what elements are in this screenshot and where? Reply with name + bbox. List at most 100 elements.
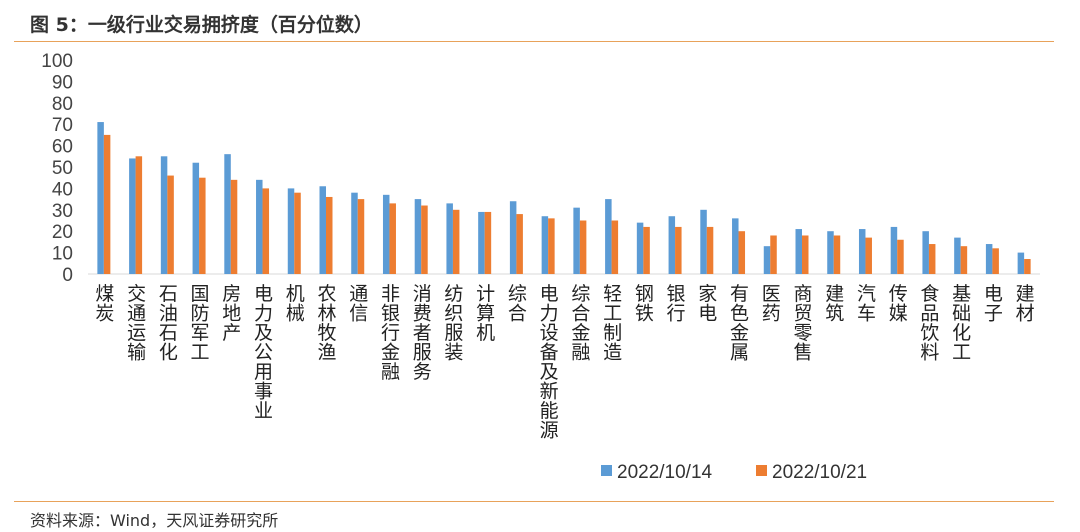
- bar-series-1: [732, 218, 739, 274]
- y-tick-label: 70: [52, 115, 73, 136]
- bar-series-1: [985, 244, 993, 274]
- x-axis-labels: 煤炭交通运输石油石化国防军工房地产电力及公用事业机械农林牧渔通信非银行金融消费者…: [95, 283, 1034, 442]
- bar-series-2: [389, 203, 396, 274]
- x-category-label: 电力设备及新能源: [540, 283, 559, 442]
- figure-title: 图 5：一级行业交易拥挤度（百分位数）: [30, 14, 373, 36]
- bar-series-2: [199, 177, 206, 274]
- y-tick-label: 90: [52, 72, 73, 93]
- bar-series-2: [579, 220, 587, 274]
- y-tick-label: 80: [52, 94, 73, 115]
- source-note: 资料来源：Wind，天风证券研究所: [30, 511, 279, 530]
- source-divider: [14, 501, 1054, 502]
- bar-series-1: [478, 211, 485, 274]
- x-category-label: 房地产: [222, 283, 241, 344]
- bar-series-2: [643, 226, 650, 274]
- y-tick-label: 50: [52, 158, 73, 179]
- bar-series-2: [960, 246, 968, 274]
- bar-series-2: [326, 196, 333, 274]
- bar-series-1: [858, 229, 866, 274]
- x-category-label: 汽车: [857, 283, 876, 325]
- legend-swatch-series-2: [756, 465, 767, 476]
- x-category-label: 消费者服务: [413, 283, 432, 383]
- bar-series-1: [224, 154, 231, 274]
- bar-series-2: [548, 218, 555, 274]
- y-tick-label: 60: [52, 137, 73, 158]
- bar-series-1: [97, 122, 104, 274]
- bar-series-1: [160, 156, 168, 274]
- bar-series-1: [1017, 252, 1025, 274]
- y-tick-label: 40: [52, 179, 73, 200]
- x-category-label: 有色金属: [730, 283, 749, 364]
- x-category-label: 家电: [698, 283, 717, 325]
- bar-series-2: [738, 231, 746, 274]
- y-tick-label: 30: [52, 201, 73, 222]
- x-category-label: 计算机: [476, 283, 495, 344]
- bar-series-2: [421, 205, 428, 274]
- bars: [97, 122, 1031, 274]
- bar-series-1: [414, 199, 422, 274]
- bar-series-1: [922, 231, 929, 274]
- bar-series-2: [611, 220, 619, 274]
- x-category-label: 综合: [508, 283, 527, 325]
- x-category-label: 轻工制造: [603, 283, 622, 364]
- bar-series-2: [135, 156, 143, 274]
- bar-series-2: [167, 175, 174, 274]
- bar-series-2: [357, 199, 365, 274]
- legend-swatch-series-1: [601, 465, 612, 476]
- bar-series-1: [890, 226, 898, 274]
- x-category-label: 建筑: [825, 283, 844, 325]
- bar-series-1: [668, 216, 676, 274]
- x-category-label: 电子: [984, 283, 1003, 325]
- bar-series-1: [636, 222, 644, 274]
- bar-series-2: [1024, 259, 1031, 274]
- legend-label-series-1: 2022/10/14: [617, 462, 713, 483]
- x-category-label: 钢铁: [635, 283, 654, 325]
- bar-series-1: [351, 192, 358, 274]
- x-category-label: 综合金融: [571, 283, 590, 364]
- bar-series-1: [605, 199, 612, 274]
- x-category-label: 机械: [286, 283, 305, 325]
- bar-series-1: [763, 246, 771, 274]
- x-category-label: 农林牧渔: [317, 283, 336, 364]
- y-tick-label: 100: [41, 51, 73, 72]
- bar-series-2: [865, 237, 872, 274]
- bar-series-2: [230, 179, 238, 274]
- x-category-label: 通信: [349, 283, 368, 325]
- bar-series-1: [573, 207, 580, 274]
- x-category-label: 食品饮料: [920, 283, 939, 364]
- bar-series-2: [516, 214, 523, 274]
- bar-series-2: [770, 235, 777, 274]
- bar-series-1: [446, 203, 453, 274]
- bar-series-2: [452, 209, 460, 274]
- legend: 2022/10/14 2022/10/21: [601, 462, 867, 483]
- title-divider: [14, 41, 1054, 42]
- bar-series-2: [833, 235, 841, 274]
- bar-series-2: [897, 239, 904, 274]
- x-category-label: 基础化工: [952, 283, 971, 364]
- x-category-label: 石油石化: [159, 283, 178, 364]
- bar-series-2: [103, 134, 111, 274]
- bar-series-2: [262, 188, 270, 274]
- bar-series-2: [706, 226, 714, 274]
- legend-label-series-2: 2022/10/21: [772, 462, 867, 483]
- x-category-label: 交通运输: [127, 283, 146, 364]
- x-category-label: 医药: [762, 283, 781, 325]
- bar-series-2: [675, 226, 682, 274]
- bar-series-2: [992, 248, 999, 274]
- x-category-label: 电力及公用事业: [254, 283, 273, 422]
- bar-series-1: [509, 201, 517, 274]
- bar-series-2: [484, 211, 492, 274]
- x-category-label: 国防军工: [191, 283, 210, 364]
- bar-series-1: [319, 186, 326, 274]
- x-category-label: 非银行金融: [381, 283, 400, 383]
- bar-series-1: [256, 179, 263, 274]
- bar-series-1: [382, 194, 390, 274]
- bar-series-1: [129, 158, 136, 274]
- x-category-label: 纺织服装: [444, 283, 463, 364]
- bar-series-2: [802, 235, 809, 274]
- x-category-label: 建材: [1016, 283, 1035, 325]
- x-category-label: 煤炭: [95, 283, 114, 325]
- bar-series-1: [541, 216, 549, 274]
